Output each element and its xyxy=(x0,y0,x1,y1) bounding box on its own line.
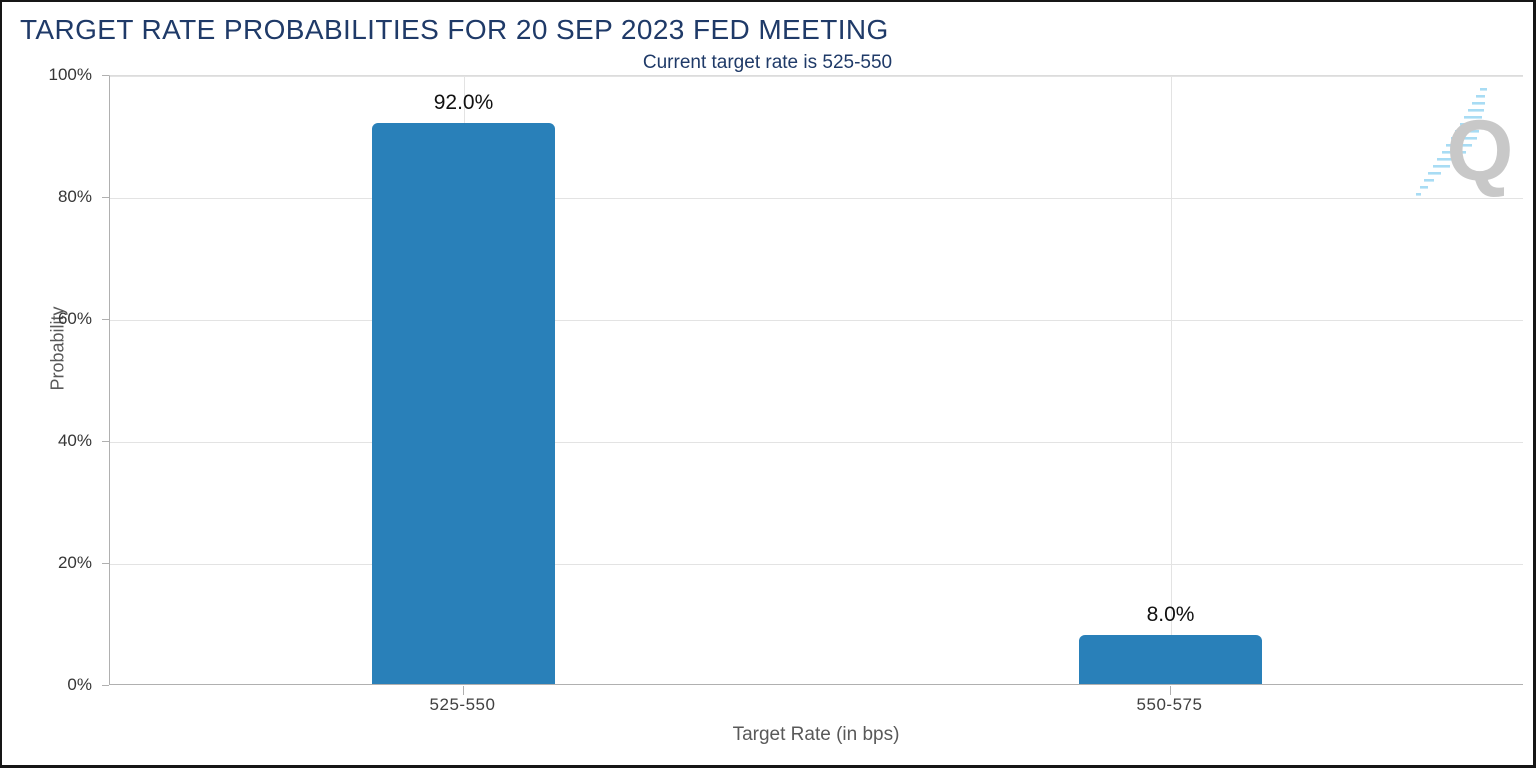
y-axis-tick-20 xyxy=(102,563,109,564)
bar-value-label-550-575: 8.0% xyxy=(1146,603,1195,627)
x-axis-tick-525-550 xyxy=(462,686,464,695)
y-axis-tick-label-0: 0% xyxy=(67,675,92,694)
y-axis-tick-label-20: 20% xyxy=(57,553,92,572)
chart-subtitle: Current target rate is 525-550 xyxy=(642,52,893,73)
y-axis-tick-label-40: 40% xyxy=(57,431,92,450)
h-gridline-40 xyxy=(110,442,1523,443)
y-axis-tick-40 xyxy=(102,441,109,442)
h-gridline-80 xyxy=(110,198,1523,199)
y-axis-tick-60 xyxy=(102,319,109,320)
h-gridline-20 xyxy=(110,564,1523,565)
bar-value-label-525-550: 92.0% xyxy=(433,90,494,114)
y-axis-tick-label-100: 100% xyxy=(48,65,92,84)
h-gridline-60 xyxy=(110,320,1523,321)
x-axis-title: Target Rate (in bps) xyxy=(732,724,900,745)
h-gridline-100 xyxy=(110,76,1523,77)
x-axis-tick-550-575 xyxy=(1169,686,1171,695)
y-axis-tick-0 xyxy=(102,685,109,686)
plot-area: 92.0% 8.0% xyxy=(109,75,1523,685)
y-axis-tick-label-60: 60% xyxy=(57,309,92,328)
y-axis-tick-100 xyxy=(102,75,109,76)
bar-550-575[interactable] xyxy=(1079,635,1262,684)
x-axis-tick-label-550-575: 550-575 xyxy=(1136,695,1203,714)
chart-title: TARGET RATE PROBABILITIES FOR 20 SEP 202… xyxy=(20,14,889,45)
x-axis-tick-label-525-550: 525-550 xyxy=(429,695,496,714)
bar-525-550[interactable] xyxy=(372,122,555,684)
y-axis-tick-label-80: 80% xyxy=(57,187,92,206)
v-gridline-550-575 xyxy=(1170,76,1172,684)
y-axis-tick-80 xyxy=(102,197,109,198)
